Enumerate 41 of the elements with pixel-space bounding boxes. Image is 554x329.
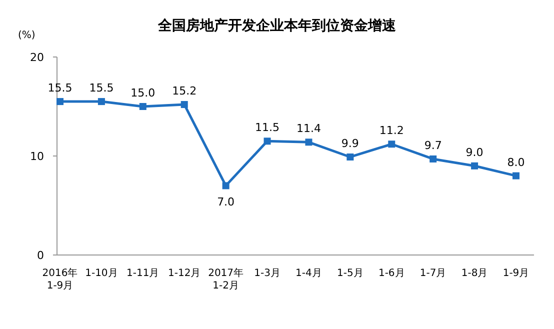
point: [512, 172, 520, 180]
x-tick-label: 2016年 1-9月: [42, 267, 78, 292]
x-tick-label: 1-11月: [126, 268, 160, 279]
point: [98, 98, 105, 106]
data-label: 9.7: [424, 138, 442, 152]
x-tick-label: 1-5月: [337, 268, 364, 279]
data-label: 15.5: [89, 82, 114, 95]
y-tick-label: 20: [30, 51, 44, 64]
x-tick-label: 1-4月: [296, 268, 322, 279]
x-tick-label: 1-7月: [420, 268, 446, 279]
point: [430, 155, 437, 162]
point: [305, 138, 312, 146]
point: [222, 182, 230, 190]
y-tick-label: 0: [37, 249, 44, 262]
point: [388, 140, 396, 148]
data-label: 15.2: [172, 84, 197, 98]
data-label: 15.0: [130, 86, 156, 100]
x-tick-label: 1-12月: [168, 268, 201, 279]
data-label: 7.0: [217, 196, 235, 209]
point: [180, 101, 188, 108]
data-label: 8.0: [507, 156, 525, 169]
data-label: 11.5: [255, 121, 280, 134]
chart-title: 全国房地产开发企业本年到位资金增速: [157, 17, 397, 34]
data-label: 9.9: [341, 136, 359, 150]
point: [346, 153, 354, 160]
data-label: 9.0: [466, 146, 484, 159]
x-tick-label: 1-3月: [254, 268, 280, 279]
x-tick-label: 1-9月: [502, 268, 530, 279]
data-label: 11.4: [296, 122, 321, 136]
x-tick-label: 1-8月: [461, 268, 488, 279]
point: [471, 162, 478, 170]
point: [56, 98, 64, 106]
y-tick-label: 10: [30, 150, 44, 163]
data-label: 15.5: [48, 82, 72, 95]
data-label: 11.2: [379, 124, 404, 138]
x-tick-label: 1-10月: [85, 268, 118, 279]
point: [264, 138, 271, 145]
y-axis-title: (%): [18, 30, 36, 41]
point: [139, 103, 146, 110]
x-tick-label: 1-6月: [378, 268, 405, 279]
x-tick-label: 2017年 1-2月: [208, 267, 244, 292]
